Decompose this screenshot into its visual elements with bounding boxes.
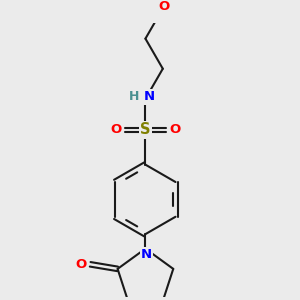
Text: O: O (169, 123, 180, 136)
Text: S: S (140, 122, 151, 137)
Text: O: O (110, 123, 122, 136)
Text: O: O (158, 0, 169, 13)
Text: O: O (75, 258, 87, 271)
Text: N: N (143, 91, 155, 103)
Text: N: N (141, 248, 152, 261)
Text: H: H (129, 91, 140, 103)
